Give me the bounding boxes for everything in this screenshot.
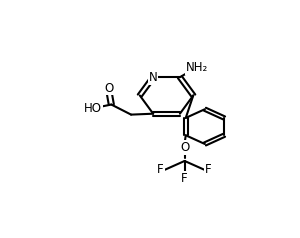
Text: HO: HO [84, 102, 102, 115]
Text: F: F [157, 163, 164, 176]
Text: F: F [205, 163, 212, 176]
Text: O: O [104, 82, 114, 94]
Text: F: F [181, 172, 188, 185]
Text: NH₂: NH₂ [185, 61, 208, 74]
Text: N: N [149, 71, 158, 84]
Text: O: O [180, 141, 189, 154]
